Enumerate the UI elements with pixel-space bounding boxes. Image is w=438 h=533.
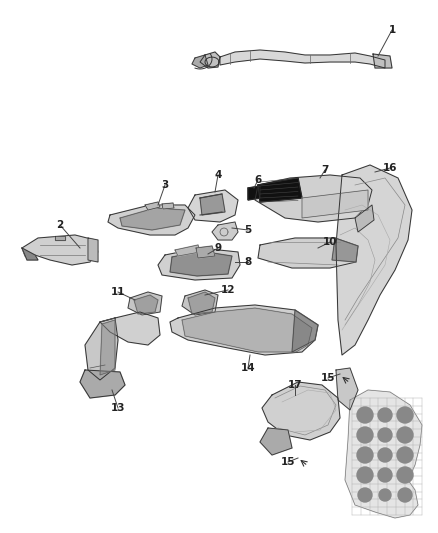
Polygon shape (196, 246, 215, 258)
Polygon shape (255, 175, 372, 222)
Circle shape (378, 468, 392, 482)
Polygon shape (120, 208, 185, 230)
Polygon shape (355, 205, 374, 232)
Polygon shape (175, 245, 200, 256)
Circle shape (379, 489, 391, 501)
Polygon shape (373, 54, 392, 68)
Text: 8: 8 (244, 257, 251, 267)
Text: 2: 2 (57, 220, 64, 230)
Polygon shape (200, 194, 225, 215)
Polygon shape (188, 190, 238, 222)
Polygon shape (200, 52, 220, 68)
Circle shape (378, 428, 392, 442)
Text: 17: 17 (288, 380, 302, 390)
Polygon shape (55, 236, 65, 240)
Text: 15: 15 (281, 457, 295, 467)
Text: 4: 4 (214, 170, 222, 180)
Polygon shape (345, 390, 422, 518)
Circle shape (398, 488, 412, 502)
Polygon shape (22, 248, 38, 260)
Text: 13: 13 (111, 403, 125, 413)
Circle shape (397, 467, 413, 483)
Circle shape (378, 448, 392, 462)
Text: 1: 1 (389, 25, 396, 35)
Circle shape (397, 407, 413, 423)
Text: 9: 9 (215, 243, 222, 253)
Polygon shape (212, 222, 238, 240)
Polygon shape (170, 251, 232, 276)
Polygon shape (302, 190, 368, 218)
Circle shape (397, 427, 413, 443)
Circle shape (397, 447, 413, 463)
Circle shape (357, 447, 373, 463)
Polygon shape (258, 178, 302, 202)
Circle shape (357, 407, 373, 423)
Text: 6: 6 (254, 175, 261, 185)
Polygon shape (170, 305, 318, 355)
Text: 14: 14 (241, 363, 255, 373)
Polygon shape (258, 238, 358, 268)
Circle shape (358, 488, 372, 502)
Polygon shape (158, 248, 240, 280)
Polygon shape (188, 292, 215, 314)
Polygon shape (332, 238, 358, 262)
Polygon shape (182, 308, 312, 352)
Text: 11: 11 (111, 287, 125, 297)
Polygon shape (100, 320, 115, 375)
Polygon shape (80, 370, 125, 398)
Text: 12: 12 (221, 285, 235, 295)
Polygon shape (85, 318, 118, 380)
Circle shape (357, 467, 373, 483)
Polygon shape (220, 50, 385, 68)
Polygon shape (336, 368, 358, 410)
Polygon shape (292, 310, 318, 352)
Circle shape (378, 408, 392, 422)
Polygon shape (262, 382, 340, 440)
Polygon shape (248, 186, 260, 200)
Polygon shape (22, 235, 98, 265)
Polygon shape (145, 202, 160, 210)
Polygon shape (192, 55, 208, 68)
Polygon shape (134, 295, 158, 314)
Polygon shape (88, 238, 98, 262)
Polygon shape (128, 292, 162, 315)
Text: 15: 15 (321, 373, 335, 383)
Text: 10: 10 (323, 237, 337, 247)
Text: 3: 3 (161, 180, 169, 190)
Text: 5: 5 (244, 225, 251, 235)
Polygon shape (100, 312, 160, 345)
Polygon shape (108, 205, 195, 235)
Text: 16: 16 (383, 163, 397, 173)
Polygon shape (182, 290, 218, 315)
Text: 7: 7 (321, 165, 328, 175)
Circle shape (357, 427, 373, 443)
Polygon shape (260, 428, 292, 455)
Polygon shape (336, 165, 412, 355)
Polygon shape (162, 203, 174, 209)
